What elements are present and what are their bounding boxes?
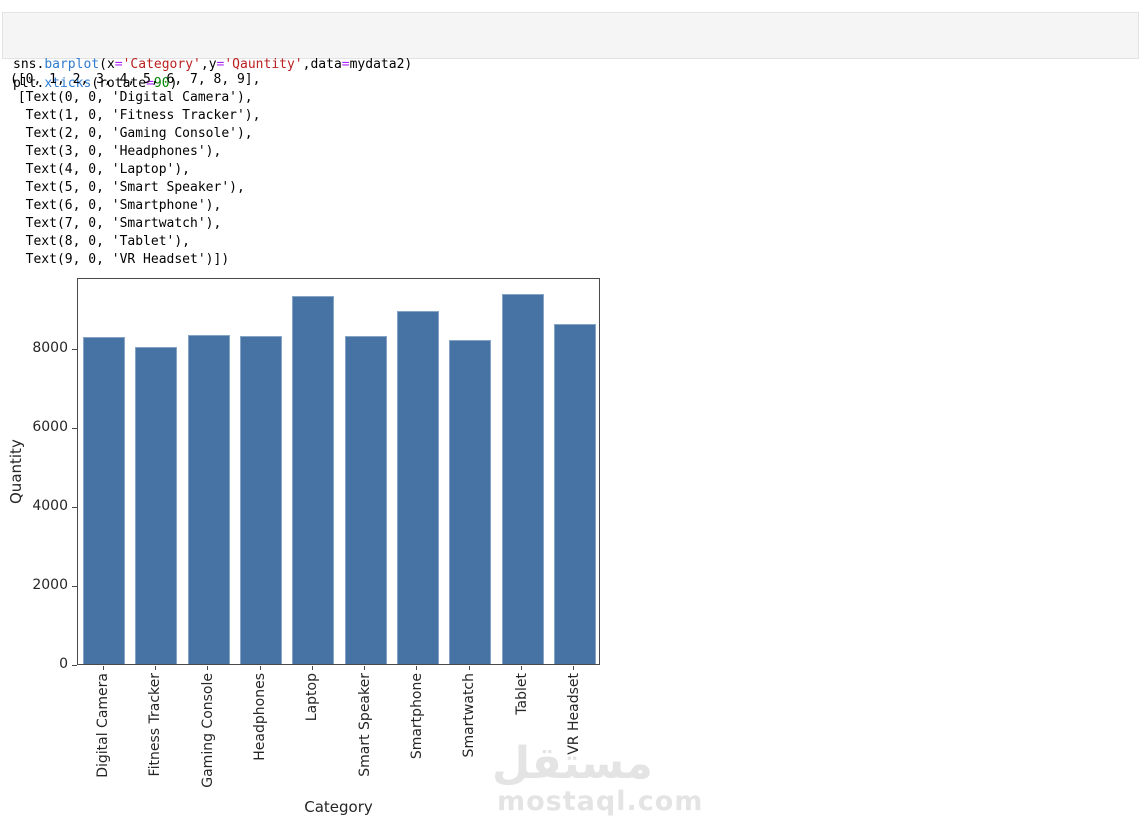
x-axis-label: Category	[304, 798, 373, 816]
output-line-0: ([0, 1, 2, 3, 4, 5, 6, 7, 8, 9],	[10, 72, 261, 87]
code-token: (	[99, 57, 107, 72]
x-tick-mark	[259, 666, 261, 670]
watermark-arabic-logo: مستقل	[492, 738, 653, 789]
code-token: mydata2	[349, 57, 405, 72]
x-tick-label: Smartwatch	[461, 673, 478, 758]
bar-tablet	[501, 294, 544, 664]
code-line-0: sns.barplot(x='Category',y='Qauntity',da…	[13, 55, 1128, 74]
x-tick-mark	[521, 666, 523, 670]
code-cell[interactable]: sns.barplot(x='Category',y='Qauntity',da…	[2, 12, 1139, 91]
output-line-7: Text(6, 0, 'Smartphone'),	[10, 198, 222, 213]
code-token: (	[91, 76, 100, 91]
code-token: )	[404, 57, 413, 72]
code-token: xticks	[44, 76, 92, 91]
code-token: =	[341, 57, 350, 72]
code-token: rotate	[99, 76, 147, 91]
x-tick-label: Digital Camera	[95, 673, 112, 778]
bar-smart-speaker	[344, 335, 387, 664]
code-token: )	[169, 76, 178, 91]
x-tick-label: Headphones	[252, 673, 269, 761]
bar-gaming-console	[187, 335, 230, 664]
code-token: =	[146, 76, 154, 91]
axes	[77, 278, 600, 665]
bar-smartphone	[396, 311, 439, 664]
output-line-1: [Text(0, 0, 'Digital Camera'),	[10, 90, 253, 105]
x-tick-label: Laptop	[304, 673, 321, 722]
y-tick-label: 0	[59, 656, 68, 672]
bar-laptop	[292, 295, 335, 664]
code-lines: sns.barplot(x='Category',y='Qauntity',da…	[13, 55, 1128, 93]
bar-vr-headset	[553, 324, 596, 664]
output-line-3: Text(2, 0, 'Gaming Console'),	[10, 126, 253, 141]
y-tick-label: 2000	[32, 577, 68, 594]
bar-smartwatch	[449, 340, 492, 664]
bar-fitness-tracker	[135, 346, 178, 664]
y-tick-mark	[72, 348, 77, 350]
x-tick-mark	[207, 666, 209, 670]
output-line-4: Text(3, 0, 'Headphones'),	[10, 144, 222, 159]
y-axis-label: Quantity	[7, 439, 25, 504]
bar-chart-figure: Quantity Category 0 2000 4000 6000 8000 Digit…	[0, 266, 660, 831]
code-token: .	[36, 76, 45, 91]
code-token: ,	[302, 57, 311, 72]
x-tick-mark	[416, 666, 418, 670]
code-token: y	[208, 57, 217, 72]
y-tick-label: 6000	[32, 419, 68, 436]
y-tick-mark	[72, 427, 77, 429]
code-token: ,	[200, 57, 209, 72]
code-token: x	[106, 57, 115, 72]
code-token: barplot	[44, 57, 100, 72]
output-line-10: Text(9, 0, 'VR Headset')])	[10, 252, 230, 267]
code-token: 'Category'	[122, 57, 201, 72]
output-line-5: Text(4, 0, 'Laptop'),	[10, 162, 191, 177]
y-tick-mark	[72, 664, 77, 666]
output-line-2: Text(1, 0, 'Fitness Tracker'),	[10, 108, 261, 123]
cell-output-text: ([0, 1, 2, 3, 4, 5, 6, 7, 8, 9], [Text(0…	[10, 71, 260, 269]
code-token: 90	[153, 76, 170, 91]
y-tick-mark	[72, 585, 77, 587]
x-tick-mark	[573, 666, 575, 670]
x-tick-label: Smart Speaker	[356, 673, 373, 777]
x-tick-label: VR Headset	[565, 673, 582, 755]
code-token: sns	[13, 57, 37, 72]
y-tick-label: 4000	[32, 498, 68, 515]
output-line-9: Text(8, 0, 'Tablet'),	[10, 234, 191, 249]
code-token: =	[114, 57, 123, 72]
code-token: .	[36, 57, 45, 72]
code-token: data	[310, 57, 342, 72]
code-line-1: plt.xticks(rotate=90)	[13, 74, 1128, 93]
code-token: plt	[13, 76, 37, 91]
code-token: 'Qauntity'	[224, 57, 303, 72]
bar-headphones	[240, 335, 283, 664]
x-tick-mark	[311, 666, 313, 670]
x-tick-mark	[468, 666, 470, 670]
watermark-domain-text: mostaql.com	[497, 786, 704, 817]
x-tick-label: Smartphone	[408, 673, 425, 760]
y-tick-mark	[72, 506, 77, 508]
output-line-8: Text(7, 0, 'Smartwatch'),	[10, 216, 222, 231]
output-line-6: Text(5, 0, 'Smart Speaker'),	[10, 180, 245, 195]
x-tick-label: Fitness Tracker	[147, 673, 164, 777]
y-tick-label: 8000	[32, 340, 68, 357]
x-tick-mark	[154, 666, 156, 670]
bar-digital-camera	[83, 337, 126, 664]
x-tick-mark	[364, 666, 366, 670]
x-tick-label: Tablet	[513, 673, 530, 715]
x-tick-label: Gaming Console	[199, 673, 216, 788]
x-tick-mark	[102, 666, 104, 670]
code-token: =	[216, 57, 225, 72]
